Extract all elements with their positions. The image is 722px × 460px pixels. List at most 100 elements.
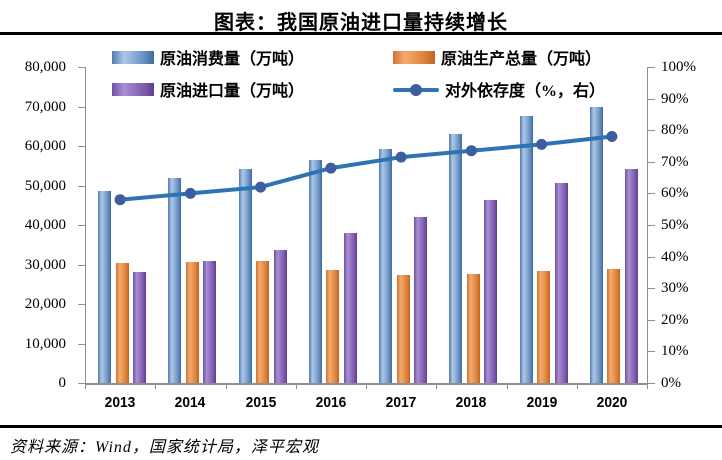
dependence-point-2020 <box>606 131 618 142</box>
bar-imports-2015 <box>273 250 287 383</box>
legend-label-production: 原油生产总量（万吨） <box>441 51 602 68</box>
chart-title: 图表：我国原油进口量持续增长 <box>214 12 508 34</box>
x-tick-label-2013: 2013 <box>104 394 136 411</box>
y-right-tick <box>648 256 655 258</box>
legend-item-imports: 原油进口量（万吨） <box>112 79 305 100</box>
y-right-tick-label: 90% <box>661 90 689 107</box>
y-right-tick-label: 100% <box>661 59 696 75</box>
y-left-tick-label: 0 <box>58 375 67 391</box>
x-boundary-tick <box>436 383 438 389</box>
y-left-tick-label: 30,000 <box>24 256 66 273</box>
bar-production-2019 <box>537 271 551 383</box>
dependence-point-2019 <box>536 138 548 150</box>
x-boundary-tick <box>295 383 297 389</box>
dependence-point-2016 <box>325 162 337 174</box>
y-left-tick <box>78 225 85 226</box>
x-tick-label-2020: 2020 <box>596 394 628 411</box>
x-boundary-tick <box>225 383 227 389</box>
top-divider <box>0 32 722 35</box>
bar-production-2016 <box>326 270 340 383</box>
bar-imports-2013 <box>133 271 147 383</box>
bar-production-2018 <box>466 273 480 383</box>
y-left-tick <box>78 343 85 345</box>
y-left-tick <box>78 67 85 68</box>
y-right-tick <box>648 98 655 100</box>
bar-consumption-2018 <box>449 134 463 383</box>
y-right-tick-label: 80% <box>661 122 689 139</box>
legend-swatch-production <box>393 50 435 64</box>
y-right-tick-label: 50% <box>661 217 689 233</box>
dependence-point-2015 <box>255 181 267 193</box>
x-boundary-tick <box>647 383 648 389</box>
bar-production-2013 <box>115 262 129 383</box>
x-tick-label-2015: 2015 <box>245 394 276 411</box>
y-axis-right-line <box>647 67 648 383</box>
legend-label-dependence: 对外依存度（%，右） <box>445 83 606 100</box>
y-left-tick-label: 40,000 <box>24 217 66 233</box>
bar-production-2014 <box>185 262 199 383</box>
y-right-tick-label: 40% <box>661 248 689 265</box>
y-axis-left-line <box>85 67 86 383</box>
source-note: 资料来源：Wind，国家统计局，泽平宏观 <box>10 439 319 456</box>
y-right-tick <box>648 161 655 163</box>
bar-consumption-2014 <box>168 178 182 383</box>
x-tick-label-2018: 2018 <box>456 394 487 411</box>
legend-swatch-consumption <box>112 50 154 64</box>
x-boundary-tick <box>506 383 508 389</box>
y-right-tick <box>648 130 655 132</box>
y-left-tick-label: 80,000 <box>24 59 66 75</box>
bar-imports-2020 <box>624 168 638 383</box>
y-right-tick <box>648 193 655 195</box>
y-left-tick <box>78 383 85 384</box>
y-right-tick <box>648 383 655 384</box>
x-tick-label-2016: 2016 <box>315 394 347 411</box>
bar-production-2015 <box>256 260 270 383</box>
y-right-tick-label: 0% <box>661 375 681 391</box>
y-left-tick-label: 60,000 <box>24 138 66 154</box>
legend-item-consumption: 原油消费量（万吨） <box>112 47 305 68</box>
dependence-point-2013 <box>114 194 126 206</box>
bottom-divider <box>0 425 722 428</box>
x-boundary-tick <box>576 383 578 389</box>
dependence-line <box>118 134 614 202</box>
x-tick-label-2014: 2014 <box>175 394 206 411</box>
y-right-tick-label: 60% <box>661 185 689 202</box>
bar-consumption-2013 <box>98 190 112 383</box>
y-left-tick <box>78 185 85 187</box>
legend-line-swatch <box>393 83 439 96</box>
plot-area <box>85 67 647 383</box>
legend-line-marker-icon <box>410 83 422 96</box>
bar-imports-2017 <box>414 217 428 383</box>
y-left-tick-label: 70,000 <box>24 98 66 115</box>
legend-swatch-imports <box>112 82 154 96</box>
x-tick-label-2019: 2019 <box>526 394 557 411</box>
y-left-tick <box>78 146 85 147</box>
y-left-tick <box>78 264 85 266</box>
y-right-tick-label: 70% <box>661 153 689 170</box>
bar-imports-2016 <box>343 232 357 383</box>
bar-imports-2018 <box>484 200 498 383</box>
legend-label-consumption: 原油消费量（万吨） <box>160 51 305 68</box>
y-left-tick <box>78 106 85 108</box>
bar-consumption-2017 <box>379 149 393 383</box>
y-right-tick <box>648 225 655 226</box>
y-right-tick <box>648 288 655 290</box>
bar-consumption-2016 <box>308 160 322 383</box>
bar-consumption-2020 <box>589 106 603 383</box>
x-boundary-tick <box>366 383 367 389</box>
dependence-point-2017 <box>395 151 407 163</box>
legend-item-production: 原油生产总量（万吨） <box>393 47 602 68</box>
y-right-tick-label: 10% <box>661 343 689 360</box>
dependence-point-2014 <box>184 187 196 199</box>
y-left-tick <box>78 304 85 305</box>
legend-label-imports: 原油进口量（万吨） <box>160 83 305 100</box>
bar-production-2020 <box>607 269 621 383</box>
y-left-tick-label: 10,000 <box>24 335 66 352</box>
x-tick-label-2017: 2017 <box>385 394 417 411</box>
bar-imports-2014 <box>203 261 217 383</box>
bar-consumption-2019 <box>519 116 533 383</box>
y-right-tick <box>648 351 655 353</box>
x-boundary-tick <box>155 383 157 389</box>
dependence-point-2018 <box>465 145 477 157</box>
